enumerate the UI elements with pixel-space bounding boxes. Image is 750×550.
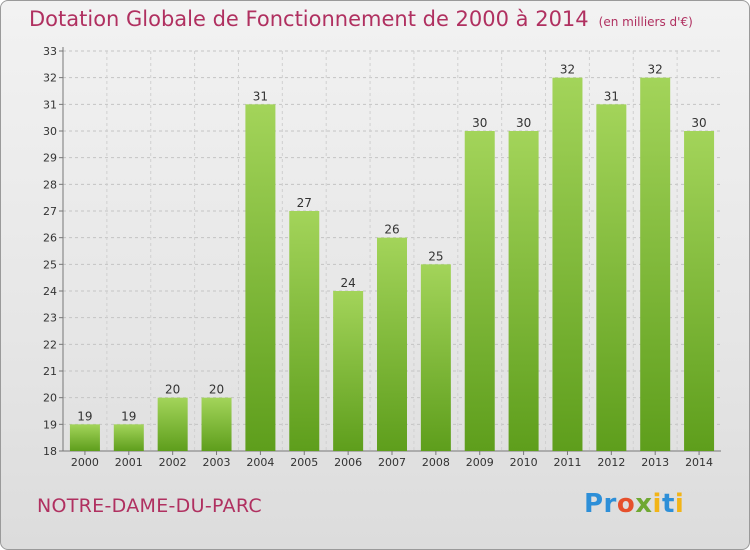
y-tick-label: 25 [43, 258, 57, 271]
bar-value-label: 32 [648, 63, 663, 77]
x-tick-label: 2006 [334, 456, 362, 469]
x-tick-label: 2010 [510, 456, 538, 469]
bar [333, 291, 364, 451]
bar [69, 424, 100, 451]
bar [684, 131, 715, 451]
bar [377, 237, 407, 451]
y-tick-label: 23 [43, 312, 57, 325]
x-tick-label: 2003 [203, 456, 231, 469]
x-tick-label: 2013 [641, 456, 669, 469]
bar [640, 77, 671, 452]
x-tick-label: 2014 [685, 456, 713, 469]
y-tick-label: 24 [43, 285, 57, 298]
y-tick-label: 20 [43, 392, 57, 405]
y-tick-label: 33 [43, 45, 57, 58]
bar-value-label: 31 [604, 89, 619, 103]
bar-value-label: 27 [297, 196, 312, 210]
x-tick-label: 2008 [422, 456, 450, 469]
x-tick-label: 2012 [597, 456, 625, 469]
x-tick-label: 2002 [159, 456, 187, 469]
x-tick-label: 2001 [115, 456, 143, 469]
bar [552, 77, 583, 452]
y-tick-label: 31 [43, 98, 57, 111]
y-tick-label: 32 [43, 72, 57, 85]
x-tick-label: 2011 [553, 456, 581, 469]
bar [157, 397, 188, 451]
units-label: (en milliers d'€) [598, 15, 693, 29]
bar [113, 424, 144, 451]
y-tick-label: 30 [43, 125, 57, 138]
bar-value-label: 25 [428, 249, 443, 263]
bar-value-label: 19 [121, 409, 136, 423]
bar-value-label: 31 [253, 89, 268, 103]
bar-value-label: 20 [209, 383, 224, 397]
bar-value-label: 19 [77, 409, 92, 423]
y-tick-label: 21 [43, 365, 57, 378]
bar [508, 131, 539, 451]
y-tick-label: 29 [43, 152, 57, 165]
chart-title-text: Dotation Globale de Fonctionnement de 20… [29, 7, 589, 31]
x-tick-label: 2000 [71, 456, 99, 469]
bar-value-label: 24 [340, 276, 355, 290]
bar [464, 131, 495, 451]
bar [201, 397, 232, 451]
y-tick-label: 18 [43, 445, 57, 458]
bars [69, 77, 715, 452]
bar-value-label: 30 [472, 116, 487, 130]
bar [420, 264, 451, 451]
bar-value-label: 30 [691, 116, 706, 130]
y-tick-label: 27 [43, 205, 57, 218]
x-tick-label: 2009 [466, 456, 494, 469]
bar [289, 211, 320, 451]
y-tick-label: 22 [43, 338, 57, 351]
y-tick-label: 26 [43, 232, 57, 245]
y-tick-label: 28 [43, 178, 57, 191]
x-tick-label: 2005 [290, 456, 318, 469]
labels: 18 19 20 21 22 23 24 25 26 27 28 29 30 31 32 33 19 2000 19… [43, 45, 713, 469]
x-tick-label: 2004 [246, 456, 274, 469]
x-tick-label: 2007 [378, 456, 406, 469]
proxiti-logo: Proxiti [584, 489, 685, 519]
bar-value-label: 20 [165, 383, 180, 397]
chart-title: Dotation Globale de Fonctionnement de 20… [29, 7, 693, 31]
bar [245, 104, 276, 451]
bar-value-label: 30 [516, 116, 531, 130]
bar-value-label: 26 [384, 223, 399, 237]
commune-name: NOTRE-DAME-DU-PARC [37, 495, 262, 517]
bar [596, 104, 627, 451]
y-tick-label: 19 [43, 418, 57, 431]
bar-value-label: 32 [560, 63, 575, 77]
